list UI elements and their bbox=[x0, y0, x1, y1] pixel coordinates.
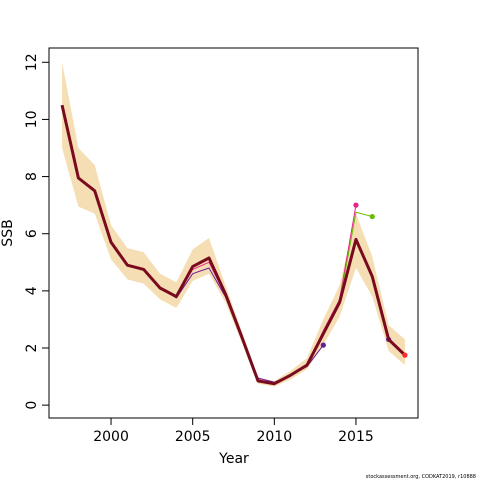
end-point bbox=[320, 342, 326, 348]
x-tick-label: 2015 bbox=[338, 429, 374, 445]
end-point bbox=[402, 352, 408, 358]
footnote: stockassessment.org, CODKAT2019, r10888 bbox=[366, 474, 476, 480]
y-tick-label: 12 bbox=[24, 53, 40, 71]
y-tick-label: 4 bbox=[24, 286, 40, 295]
y-tick-label: 6 bbox=[24, 229, 40, 238]
plot-frame bbox=[48, 47, 419, 419]
confidence-band bbox=[62, 62, 405, 387]
end-point bbox=[353, 202, 359, 208]
y-tick-label: 0 bbox=[24, 401, 40, 410]
y-tick-label: 10 bbox=[24, 111, 40, 129]
x-tick-label: 2010 bbox=[256, 429, 292, 445]
x-tick-label: 2000 bbox=[93, 429, 129, 445]
end-point bbox=[369, 213, 375, 220]
y-tick-label: 2 bbox=[24, 344, 40, 353]
y-tick-label: 8 bbox=[24, 172, 40, 181]
series-line bbox=[61, 105, 324, 383]
series-line bbox=[60, 104, 406, 386]
x-tick-label: 2005 bbox=[175, 429, 211, 445]
y-axis-label: SSB bbox=[0, 219, 16, 246]
x-axis-label: Year bbox=[218, 451, 249, 467]
